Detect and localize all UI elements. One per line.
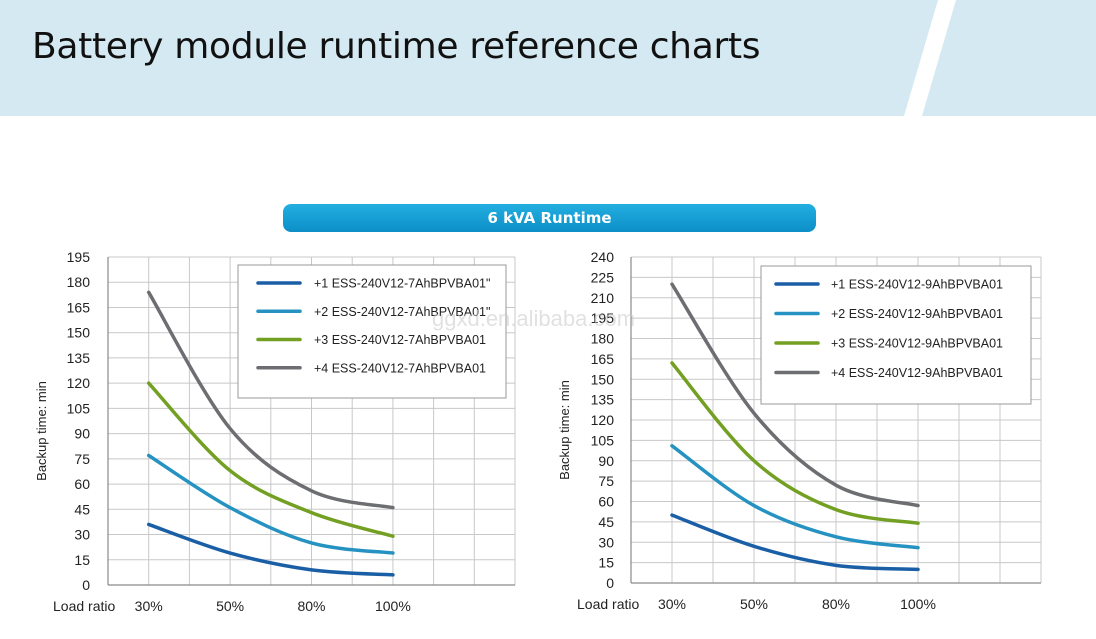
page-title: Battery module runtime reference charts [32, 26, 761, 67]
y-tick-label-0-5: 75 [74, 451, 90, 467]
x-tick-label-0-2: 80% [297, 598, 325, 614]
legend-label-0-2: +3 ESS-240V12-7AhBPVBA01 [314, 333, 486, 347]
y-tick-label-1-10: 150 [591, 371, 615, 387]
y-tick-label-0-6: 90 [74, 426, 90, 442]
y-tick-label-0-0: 0 [82, 577, 90, 593]
y-axis-label-1: Backup time: min [557, 380, 572, 480]
y-tick-label-1-4: 60 [598, 494, 614, 510]
legend-label-0-3: +4 ESS-240V12-7AhBPVBA01 [314, 361, 486, 375]
legend-box-1 [760, 265, 1032, 405]
legend-label-0-1: +2 ESS-240V12-7AhBPVBA01" [314, 305, 490, 319]
x-tick-label-1-1: 50% [740, 596, 768, 612]
y-tick-label-0-3: 45 [74, 501, 90, 517]
y-tick-label-1-12: 180 [591, 331, 615, 347]
y-tick-label-1-9: 135 [591, 392, 615, 408]
header-band [0, 0, 1096, 116]
x-tick-label-0-1: 50% [216, 598, 244, 614]
y-tick-label-1-8: 120 [591, 412, 615, 428]
legend-label-1-1: +2 ESS-240V12-9AhBPVBA01 [831, 307, 1003, 321]
series-line-0-2 [146, 381, 395, 538]
x-tick-label-1-0: 30% [658, 596, 686, 612]
runtime-title-pill: 6 kVA Runtime [283, 204, 816, 232]
y-tick-label-0-1: 15 [74, 552, 90, 568]
y-tick-label-1-11: 165 [591, 351, 615, 367]
header-decoration [904, 0, 956, 116]
y-tick-label-0-8: 120 [67, 375, 91, 391]
y-tick-label-1-6: 90 [598, 453, 614, 469]
x-axis-label-1: Load ratio [577, 596, 639, 612]
y-tick-label-0-7: 105 [67, 400, 91, 416]
y-tick-label-1-16: 240 [591, 249, 615, 265]
y-tick-label-0-10: 150 [67, 325, 91, 341]
y-tick-label-1-14: 210 [591, 290, 615, 306]
y-tick-label-1-15: 225 [591, 269, 615, 285]
x-axis-label-0: Load ratio [53, 598, 115, 614]
x-tick-label-0-0: 30% [135, 598, 163, 614]
y-tick-label-1-13: 195 [591, 310, 615, 326]
y-tick-label-1-3: 45 [598, 514, 614, 530]
series-line-0-0 [146, 522, 395, 577]
legend-label-1-3: +4 ESS-240V12-9AhBPVBA01 [831, 366, 1003, 380]
y-tick-label-0-2: 30 [74, 527, 90, 543]
y-tick-label-0-13: 195 [67, 249, 91, 265]
x-tick-label-1-2: 80% [822, 596, 850, 612]
x-tick-label-0-3: 100% [375, 598, 411, 614]
series-line-0-3 [146, 290, 395, 510]
series-line-1-1 [670, 444, 920, 550]
series-line-0-1 [146, 453, 395, 555]
y-tick-label-0-12: 180 [67, 274, 91, 290]
y-tick-label-0-11: 165 [67, 299, 91, 315]
y-tick-label-1-7: 105 [591, 432, 615, 448]
watermark: ggxd.en.alibaba.com [432, 306, 636, 331]
legend-label-1-0: +1 ESS-240V12-9AhBPVBA01 [831, 278, 1003, 292]
y-tick-label-1-0: 0 [606, 575, 614, 591]
series-line-1-2 [670, 361, 920, 525]
y-axis-label-0: Backup time: min [34, 381, 49, 481]
y-tick-label-0-4: 60 [74, 476, 90, 492]
legend-label-1-2: +3 ESS-240V12-9AhBPVBA01 [831, 337, 1003, 351]
y-tick-label-1-5: 75 [598, 473, 614, 489]
legend-box-0 [237, 264, 507, 399]
series-line-1-0 [670, 513, 920, 572]
series-line-1-3 [670, 282, 920, 508]
y-tick-label-1-2: 30 [598, 534, 614, 550]
legend-label-0-0: +1 ESS-240V12-7AhBPVBA01" [314, 277, 490, 291]
y-tick-label-1-1: 15 [598, 555, 614, 571]
x-tick-label-1-3: 100% [900, 596, 936, 612]
y-tick-label-0-9: 135 [67, 350, 91, 366]
